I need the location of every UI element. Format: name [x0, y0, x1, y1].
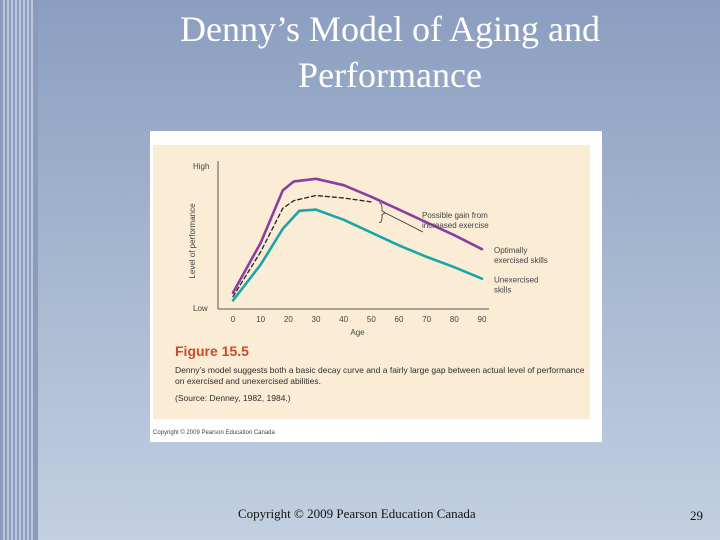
x-tick-label-40: 40 — [339, 315, 348, 324]
series-line-unexercised-skills — [231, 208, 484, 302]
figure-copyright: Copyright © 2009 Pearson Education Canad… — [153, 430, 275, 436]
figure-number: Figure 15.5 — [175, 343, 249, 359]
chart-annotations: Possible gain from increased exercise — [378, 202, 489, 233]
decorative-edge-stripes — [0, 0, 38, 540]
x-tick-labels: 0 10 20 30 40 50 60 70 80 90 — [231, 315, 487, 324]
x-tick-label-60: 60 — [395, 315, 404, 324]
x-tick-label-70: 70 — [422, 315, 431, 324]
figure-caption: Denny’s model suggests both a basic deca… — [175, 365, 585, 386]
annotation-possible-gain: Possible gain from increased exercise — [422, 211, 489, 230]
figure-panel: 0 10 20 30 40 50 60 70 80 90 High Low Level of pe… — [150, 131, 602, 442]
x-tick-label-0: 0 — [231, 315, 236, 324]
slide-title-line-1: Denny’s Model of Aging and — [180, 9, 600, 49]
x-tick-label-80: 80 — [450, 315, 459, 324]
series-line-dashed — [232, 194, 372, 298]
x-tick-label-30: 30 — [312, 315, 321, 324]
y-tick-label-high: High — [193, 162, 209, 171]
series-line-optimally-exercised-skills — [231, 177, 484, 295]
x-tick-label-90: 90 — [478, 315, 487, 324]
figure-inner-panel: 0 10 20 30 40 50 60 70 80 90 High Low Level of pe… — [153, 145, 590, 419]
x-tick-label-20: 20 — [284, 315, 293, 324]
aging-performance-chart: 0 10 20 30 40 50 60 70 80 90 High Low Level of pe… — [188, 161, 548, 337]
chart-axes — [217, 161, 489, 310]
figure-source: (Source: Denney, 1982, 1984.) — [175, 393, 291, 403]
series-label-unexercised-skills: Unexercised skills — [494, 276, 538, 295]
page-number: 29 — [690, 508, 703, 523]
slide-title: Denny’s Model of Aging and Performance — [60, 6, 720, 98]
gain-leader-line — [384, 212, 424, 233]
figure-caption-block: Figure 15.5 Denny’s model suggests both … — [175, 343, 585, 404]
y-axis-label: Level of performance — [188, 203, 197, 279]
y-tick-label-low: Low — [193, 304, 208, 313]
gain-brace — [378, 202, 386, 224]
series-label-optimally-exercised-skills: Optimally exercised skills — [494, 246, 548, 265]
x-tick-label-10: 10 — [256, 315, 265, 324]
slide-title-line-2: Performance — [298, 55, 482, 95]
x-axis-label: Age — [350, 328, 365, 337]
footer-copyright: Copyright © 2009 Pearson Education Canad… — [238, 506, 476, 521]
x-tick-label-50: 50 — [367, 315, 376, 324]
chart-series-lines: Optimally exercised skills Unexercised skil… — [231, 177, 548, 302]
